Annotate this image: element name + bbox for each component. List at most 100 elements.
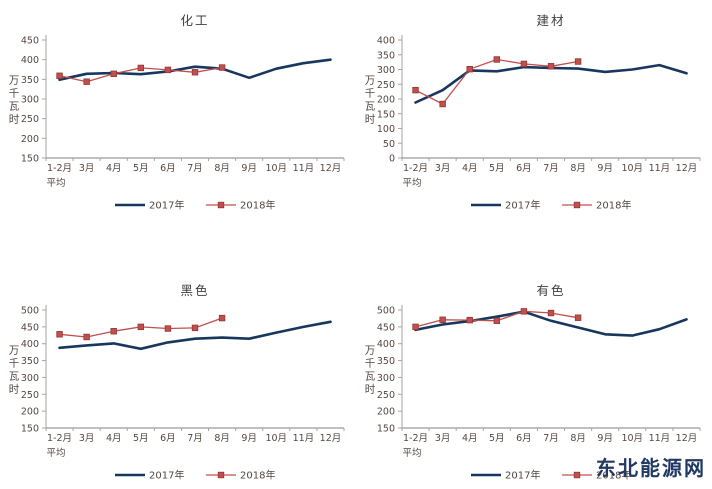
y-axis: 400 350 300 250 200 150 100 50 0 — [377, 35, 403, 165]
x-tick-label: 10月 — [265, 433, 287, 444]
x-tick-label: 7月 — [187, 163, 203, 174]
series-marker — [218, 314, 226, 322]
legend-label-2018: 2018年 — [596, 469, 631, 482]
x-tick-label: 7月 — [187, 433, 203, 444]
chart-building-materials: 建材 400 350 300 250 200 150 100 50 0 万千瓦时 1-2月 3月 4月 5… — [356, 0, 712, 226]
x-tick-label: 6月 — [160, 163, 176, 174]
series-marker — [137, 323, 145, 331]
x-tick-label: 6月 — [516, 163, 532, 174]
x-tick-label: 8月 — [214, 163, 230, 174]
y-tick-label: 300 — [377, 373, 395, 384]
series-2017年 — [58, 58, 332, 81]
chart-non-ferrous: 有色 500 450 400 350 300 250 200 150 万千瓦时 1-2月 3月 4月 5… — [356, 270, 712, 489]
series-marker — [164, 325, 172, 332]
x-tick-label: 7月 — [543, 163, 559, 174]
series-marker — [191, 324, 199, 332]
y-axis-title-char: 时 — [9, 384, 20, 396]
series-marker — [164, 66, 172, 74]
series-marker — [439, 100, 446, 108]
chart-title: 有色 — [536, 283, 566, 298]
x-tick-label: 5月 — [489, 433, 505, 444]
series-2018年 — [412, 308, 582, 331]
x-tick-label-note: 平均 — [403, 447, 422, 459]
series-line — [58, 320, 332, 351]
legend-label-2017: 2017年 — [505, 199, 540, 212]
legend: 2017年 2018年 — [115, 199, 275, 212]
series-marker — [191, 69, 199, 76]
series-marker — [520, 308, 528, 315]
x-tick-label: 11月 — [293, 163, 315, 174]
series-marker — [137, 64, 145, 72]
series-marker — [110, 70, 117, 78]
y-tick-label: 250 — [21, 390, 39, 401]
x-tick-label: 1-2月 — [403, 433, 428, 444]
x-tick-label: 10月 — [621, 433, 643, 444]
site-watermark: 东北能源网 — [596, 456, 706, 480]
series-marker — [439, 316, 446, 323]
chart-chemical: 化工 450 400 350 300 250 200 150 万千瓦时 1-2月 3月 4月 5月 6月… — [0, 0, 356, 226]
y-axis-title-char: 千 — [9, 88, 20, 100]
series-marker — [83, 333, 90, 341]
x-tick-label: 3月 — [435, 163, 451, 174]
y-tick-label: 450 — [21, 36, 39, 47]
x-tick-label: 5月 — [133, 433, 149, 444]
y-axis-title-char: 万 — [365, 345, 376, 357]
y-tick-label: 200 — [21, 407, 39, 418]
x-tick-label: 6月 — [516, 433, 532, 444]
series-2018年 — [412, 56, 582, 108]
x-tick-label: 5月 — [133, 163, 149, 174]
x-tick-label: 8月 — [570, 433, 586, 444]
x-tick-label: 12月 — [676, 163, 698, 174]
x-tick-label: 8月 — [214, 433, 230, 444]
y-tick-label: 300 — [21, 373, 39, 384]
y-axis-title-char: 千 — [365, 358, 376, 370]
y-tick-label: 200 — [377, 95, 395, 106]
x-tick-label: 10月 — [621, 163, 643, 174]
y-tick-label: 250 — [377, 390, 395, 401]
legend-label-2017: 2017年 — [149, 199, 184, 212]
series-marker — [83, 78, 90, 85]
y-axis-title-char: 时 — [365, 114, 376, 126]
y-tick-label: 400 — [377, 339, 395, 350]
y-axis-title-char: 时 — [365, 384, 376, 396]
y-axis-title-char: 千 — [365, 88, 376, 100]
x-tick-label: 12月 — [676, 433, 698, 444]
series-2018年 — [56, 64, 226, 85]
y-tick-label: 250 — [21, 114, 39, 125]
y-tick-label: 300 — [377, 65, 395, 76]
series-2017年 — [414, 63, 688, 104]
y-tick-label: 300 — [21, 95, 39, 106]
chart-title: 建材 — [536, 13, 566, 28]
chart-ferrous: 黑色 500 450 400 350 300 250 200 150 万千瓦时 1-2月 3月 4月 5… — [0, 270, 356, 489]
series-2017年 — [414, 310, 688, 337]
x-tick-label: 3月 — [79, 163, 95, 174]
x-tick-label: 9月 — [241, 433, 257, 444]
x-tick-label: 3月 — [435, 433, 451, 444]
x-tick-label-note: 平均 — [403, 177, 422, 189]
y-tick-label: 400 — [21, 339, 39, 350]
y-tick-label: 450 — [21, 322, 39, 333]
y-axis-title-char: 瓦 — [365, 101, 376, 113]
y-tick-label: 350 — [21, 75, 39, 86]
chart-canvas-mount: 500 450 400 350 300 250 200 150 万千瓦时 1-2月 3月 4月 5月 6月… — [356, 270, 712, 489]
legend-label-2018: 2018年 — [240, 199, 275, 212]
x-tick-label-note: 平均 — [47, 447, 66, 459]
x-tick-label: 1-2月 — [47, 433, 72, 444]
y-axis-title-char: 时 — [9, 114, 20, 126]
y-tick-label: 350 — [377, 50, 395, 61]
y-tick-label: 100 — [377, 124, 395, 135]
x-tick-label: 9月 — [241, 163, 257, 174]
x-tick-label: 4月 — [106, 433, 122, 444]
series-marker — [412, 323, 419, 331]
series-2018年 — [56, 314, 226, 341]
y-tick-label: 150 — [377, 424, 395, 435]
legend-label-2017: 2017年 — [149, 469, 184, 482]
